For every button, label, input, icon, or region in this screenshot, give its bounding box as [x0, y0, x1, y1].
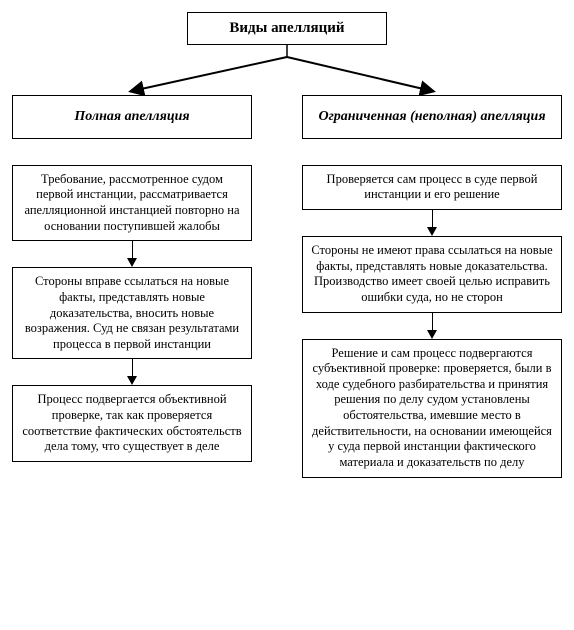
right-cell-1: Проверяется сам процесс в суде первой ин… [302, 165, 562, 210]
branch-split [12, 45, 562, 95]
left-branch: Полная апелляция Требование, рассмотренн… [12, 95, 252, 478]
left-cell-2: Стороны вправе ссылаться на новые факты,… [12, 267, 252, 359]
arrow-down-icon [427, 313, 437, 339]
columns: Полная апелляция Требование, рассмотренн… [12, 95, 562, 478]
arrow-down-icon [127, 241, 137, 267]
left-cell-3: Процесс подвергается объективной проверк… [12, 385, 252, 462]
right-cell-2: Стороны не имеют права ссылаться на новы… [302, 236, 562, 313]
arrow-down-icon [427, 210, 437, 236]
left-header: Полная апелляция [12, 95, 252, 139]
left-cell-1: Требование, рассмотренное судом первой и… [12, 165, 252, 242]
root-node: Виды апелляций [187, 12, 387, 45]
right-cell-3: Решение и сам процесс подвергаются субъе… [302, 339, 562, 478]
right-header: Ограниченная (неполная) апелляция [302, 95, 562, 139]
right-branch: Ограниченная (неполная) апелляция Провер… [302, 95, 562, 478]
arrow-down-icon [127, 359, 137, 385]
